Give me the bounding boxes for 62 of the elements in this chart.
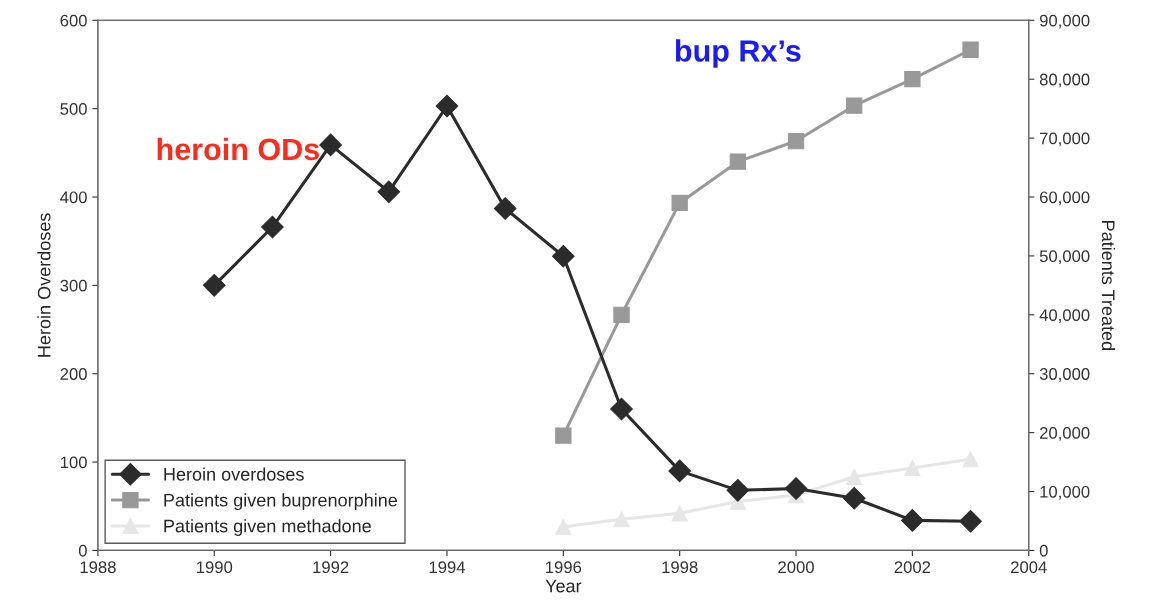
y2-tick-label: 10,000 [1040, 485, 1090, 500]
point [493, 197, 517, 220]
point [901, 509, 924, 532]
point [613, 511, 630, 528]
point [842, 486, 866, 510]
point [202, 274, 226, 297]
point [319, 133, 342, 157]
x-tick-label: 2002 [894, 561, 931, 574]
x-tick-label: 1988 [80, 561, 116, 574]
y2-tick-label: 0 [1039, 544, 1048, 557]
y-tick-label: 500 [60, 103, 87, 115]
legend-label: Patients given buprenorphine [164, 493, 398, 511]
point [784, 477, 808, 500]
x-tick-label: 1998 [662, 561, 698, 574]
y2-tick-label: 90,000 [1039, 14, 1090, 29]
point [959, 509, 982, 533]
y2-tick-label: 50,000 [1039, 250, 1090, 265]
y2-tick-label: 80,000 [1039, 73, 1090, 88]
point [377, 180, 401, 204]
annotation: bup Rx’s [675, 39, 801, 68]
point [787, 132, 805, 150]
point [555, 427, 572, 444]
point [552, 244, 575, 268]
x-tick-label: 2004 [1011, 561, 1047, 574]
point [261, 215, 284, 239]
y-tick-label: 0 [78, 544, 87, 557]
point [904, 459, 921, 477]
legend-label: Heroin overdoses [164, 467, 304, 481]
point [962, 41, 979, 58]
x-tick-label: 1992 [313, 561, 349, 574]
point [613, 306, 630, 323]
point [846, 97, 863, 114]
point [555, 518, 572, 536]
y2-tick-label: 60,000 [1040, 191, 1090, 206]
point [435, 94, 459, 118]
point [671, 505, 688, 522]
annotation: heroin ODs [157, 137, 319, 161]
y2-tick-label: 30,000 [1039, 368, 1090, 382]
x-tick-label: 1990 [197, 561, 233, 574]
point [726, 479, 750, 502]
point [610, 397, 633, 421]
y-tick-label: 100 [60, 456, 87, 469]
y-tick-label: 400 [60, 191, 87, 204]
point [846, 468, 863, 485]
y2-tick-label: 20,000 [1039, 427, 1090, 441]
y2-axis-title: Patients Treated [1101, 221, 1116, 350]
point [904, 71, 921, 88]
point [671, 194, 688, 212]
y-tick-label: 600 [60, 14, 87, 27]
y-axis-title: Heroin Overdoses [37, 213, 51, 357]
y2-tick-label: 40,000 [1039, 309, 1090, 323]
x-tick-label: 2000 [778, 561, 814, 574]
legend-label: Patients given methadone [164, 519, 371, 536]
y-tick-label: 300 [60, 279, 87, 292]
x-tick-label: 1994 [429, 561, 466, 574]
point [962, 450, 979, 468]
y-tick-label: 200 [60, 368, 87, 380]
point [729, 153, 747, 170]
point [668, 459, 691, 483]
x-axis-title: Year [545, 579, 582, 593]
x-tick-label: 1996 [546, 561, 582, 574]
y2-tick-label: 70,000 [1040, 132, 1090, 147]
